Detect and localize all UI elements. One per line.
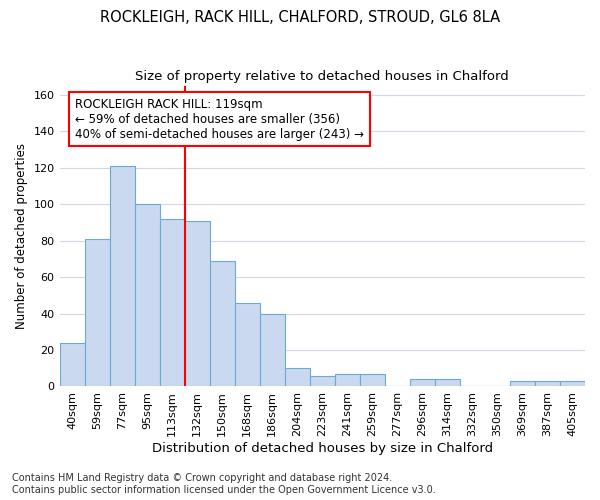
Text: ROCKLEIGH, RACK HILL, CHALFORD, STROUD, GL6 8LA: ROCKLEIGH, RACK HILL, CHALFORD, STROUD, … bbox=[100, 10, 500, 25]
Bar bbox=[209, 260, 235, 386]
Bar bbox=[435, 379, 460, 386]
Bar bbox=[335, 374, 360, 386]
Title: Size of property relative to detached houses in Chalford: Size of property relative to detached ho… bbox=[136, 70, 509, 83]
Bar bbox=[410, 379, 435, 386]
Bar bbox=[110, 166, 134, 386]
Bar bbox=[360, 374, 385, 386]
Bar bbox=[560, 381, 585, 386]
Bar bbox=[134, 204, 160, 386]
Y-axis label: Number of detached properties: Number of detached properties bbox=[15, 143, 28, 329]
Bar bbox=[85, 238, 110, 386]
Bar bbox=[185, 220, 209, 386]
Bar bbox=[59, 342, 85, 386]
Bar bbox=[285, 368, 310, 386]
Bar bbox=[310, 376, 335, 386]
Bar bbox=[535, 381, 560, 386]
Text: Contains HM Land Registry data © Crown copyright and database right 2024.
Contai: Contains HM Land Registry data © Crown c… bbox=[12, 474, 436, 495]
Bar bbox=[235, 302, 260, 386]
Bar bbox=[260, 314, 285, 386]
Text: ROCKLEIGH RACK HILL: 119sqm
← 59% of detached houses are smaller (356)
40% of se: ROCKLEIGH RACK HILL: 119sqm ← 59% of det… bbox=[76, 98, 364, 140]
Bar bbox=[510, 381, 535, 386]
X-axis label: Distribution of detached houses by size in Chalford: Distribution of detached houses by size … bbox=[152, 442, 493, 455]
Bar bbox=[160, 218, 185, 386]
